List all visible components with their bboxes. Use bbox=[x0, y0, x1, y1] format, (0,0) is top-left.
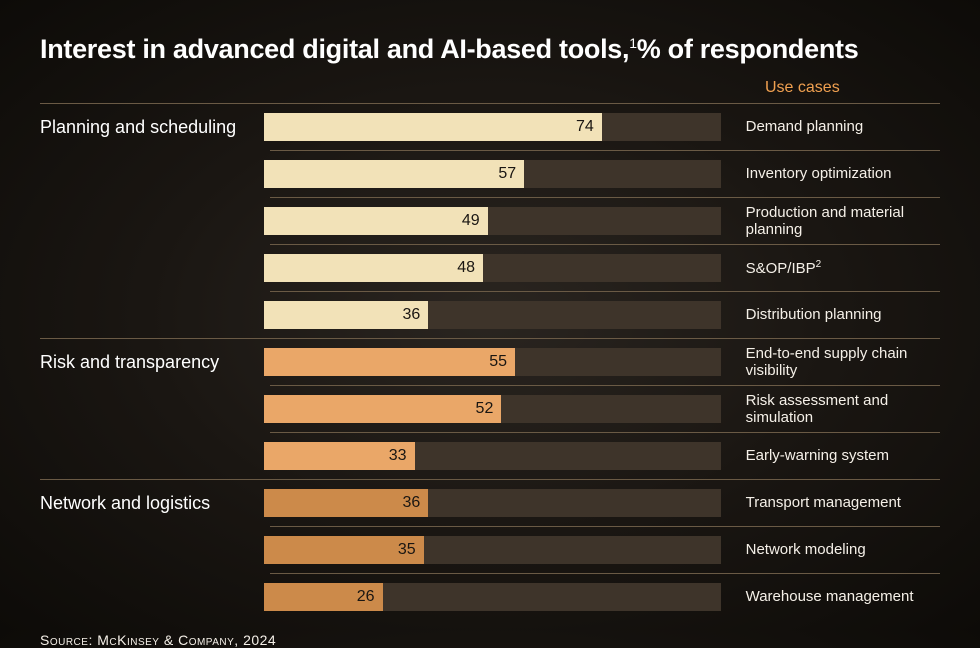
use-cases-column-header: Use cases bbox=[765, 79, 940, 97]
chart-row: 26 Warehouse management bbox=[40, 580, 940, 614]
use-case-label: End-to-end supply chain visibility bbox=[746, 345, 940, 380]
bar-value: 74 bbox=[576, 118, 594, 136]
category-label: Network and logistics bbox=[40, 493, 264, 514]
bar-track: 52 bbox=[264, 395, 721, 423]
group-divider bbox=[40, 479, 940, 480]
bar-track: 36 bbox=[264, 489, 721, 517]
bar-fill: 33 bbox=[264, 442, 415, 470]
bar-track: 33 bbox=[264, 442, 721, 470]
bar-value: 55 bbox=[489, 353, 507, 371]
title-footnote: 1 bbox=[629, 35, 637, 51]
use-case-label: Production and material planning bbox=[746, 204, 940, 239]
bar-fill: 57 bbox=[264, 160, 524, 188]
row-divider bbox=[270, 573, 940, 574]
chart-row: 35 Network modeling bbox=[40, 533, 940, 567]
title-suffix: % of respondents bbox=[637, 34, 859, 64]
bar-fill: 36 bbox=[264, 301, 428, 329]
chart-row: Planning and scheduling 74 Demand planning bbox=[40, 110, 940, 144]
bar-track: 48 bbox=[264, 254, 721, 282]
bar-fill: 48 bbox=[264, 254, 483, 282]
bar-value: 52 bbox=[476, 400, 494, 418]
chart-row: Risk and transparency 55 End-to-end supply… bbox=[40, 345, 940, 379]
bar-track: 26 bbox=[264, 583, 721, 611]
category-label: Planning and scheduling bbox=[40, 117, 264, 138]
group-divider bbox=[40, 103, 940, 104]
bar-fill: 36 bbox=[264, 489, 428, 517]
row-divider bbox=[270, 291, 940, 292]
group-divider bbox=[40, 338, 940, 339]
bar-fill: 52 bbox=[264, 395, 502, 423]
bar-fill: 55 bbox=[264, 348, 515, 376]
row-divider bbox=[270, 432, 940, 433]
bar-track: 49 bbox=[264, 207, 721, 235]
bar-value: 36 bbox=[402, 494, 420, 512]
row-divider bbox=[270, 385, 940, 386]
use-case-label: Inventory optimization bbox=[746, 165, 940, 182]
bar-track: 57 bbox=[264, 160, 721, 188]
bar-track: 35 bbox=[264, 536, 721, 564]
use-case-label: Transport management bbox=[746, 494, 940, 511]
chart-row: 48 S&OP/IBP2 bbox=[40, 251, 940, 285]
chart-row: 52 Risk assessment and simulation bbox=[40, 392, 940, 426]
use-case-label: Warehouse management bbox=[746, 588, 940, 605]
use-case-label: Demand planning bbox=[746, 118, 940, 135]
bar-track: 55 bbox=[264, 348, 721, 376]
bar-value: 48 bbox=[457, 259, 475, 277]
use-case-label: Network modeling bbox=[746, 541, 940, 558]
use-case-label: S&OP/IBP2 bbox=[746, 259, 940, 277]
row-divider bbox=[270, 526, 940, 527]
bar-value: 49 bbox=[462, 212, 480, 230]
chart-title: Interest in advanced digital and AI-base… bbox=[40, 34, 940, 65]
bar-fill: 49 bbox=[264, 207, 488, 235]
bar-track: 36 bbox=[264, 301, 721, 329]
use-case-label: Risk assessment and simulation bbox=[746, 392, 940, 427]
chart-area: Use cases Planning and scheduling 74 Deman… bbox=[40, 79, 940, 614]
row-divider bbox=[270, 150, 940, 151]
chart-row: 49 Production and material planning bbox=[40, 204, 940, 238]
chart-row: 57 Inventory optimization bbox=[40, 157, 940, 191]
chart-rows: Planning and scheduling 74 Demand planning… bbox=[40, 103, 940, 614]
bar-value: 35 bbox=[398, 541, 416, 559]
category-label: Risk and transparency bbox=[40, 352, 264, 373]
bar-fill: 74 bbox=[264, 113, 602, 141]
bar-value: 26 bbox=[357, 588, 375, 606]
chart-row: 36 Distribution planning bbox=[40, 298, 940, 332]
bar-fill: 35 bbox=[264, 536, 424, 564]
bar-value: 36 bbox=[402, 306, 420, 324]
use-case-label: Distribution planning bbox=[746, 306, 940, 323]
bar-track: 74 bbox=[264, 113, 721, 141]
row-divider bbox=[270, 197, 940, 198]
title-main: Interest in advanced digital and AI-base… bbox=[40, 34, 629, 64]
bar-value: 33 bbox=[389, 447, 407, 465]
row-divider bbox=[270, 244, 940, 245]
source-attribution: Source: McKinsey & Company, 2024 bbox=[40, 632, 940, 648]
use-case-footnote: 2 bbox=[816, 259, 822, 270]
bar-value: 57 bbox=[498, 165, 516, 183]
chart-row: Network and logistics 36 Transport managem… bbox=[40, 486, 940, 520]
use-case-label: Early-warning system bbox=[746, 447, 940, 464]
chart-row: 33 Early-warning system bbox=[40, 439, 940, 473]
bar-fill: 26 bbox=[264, 583, 383, 611]
